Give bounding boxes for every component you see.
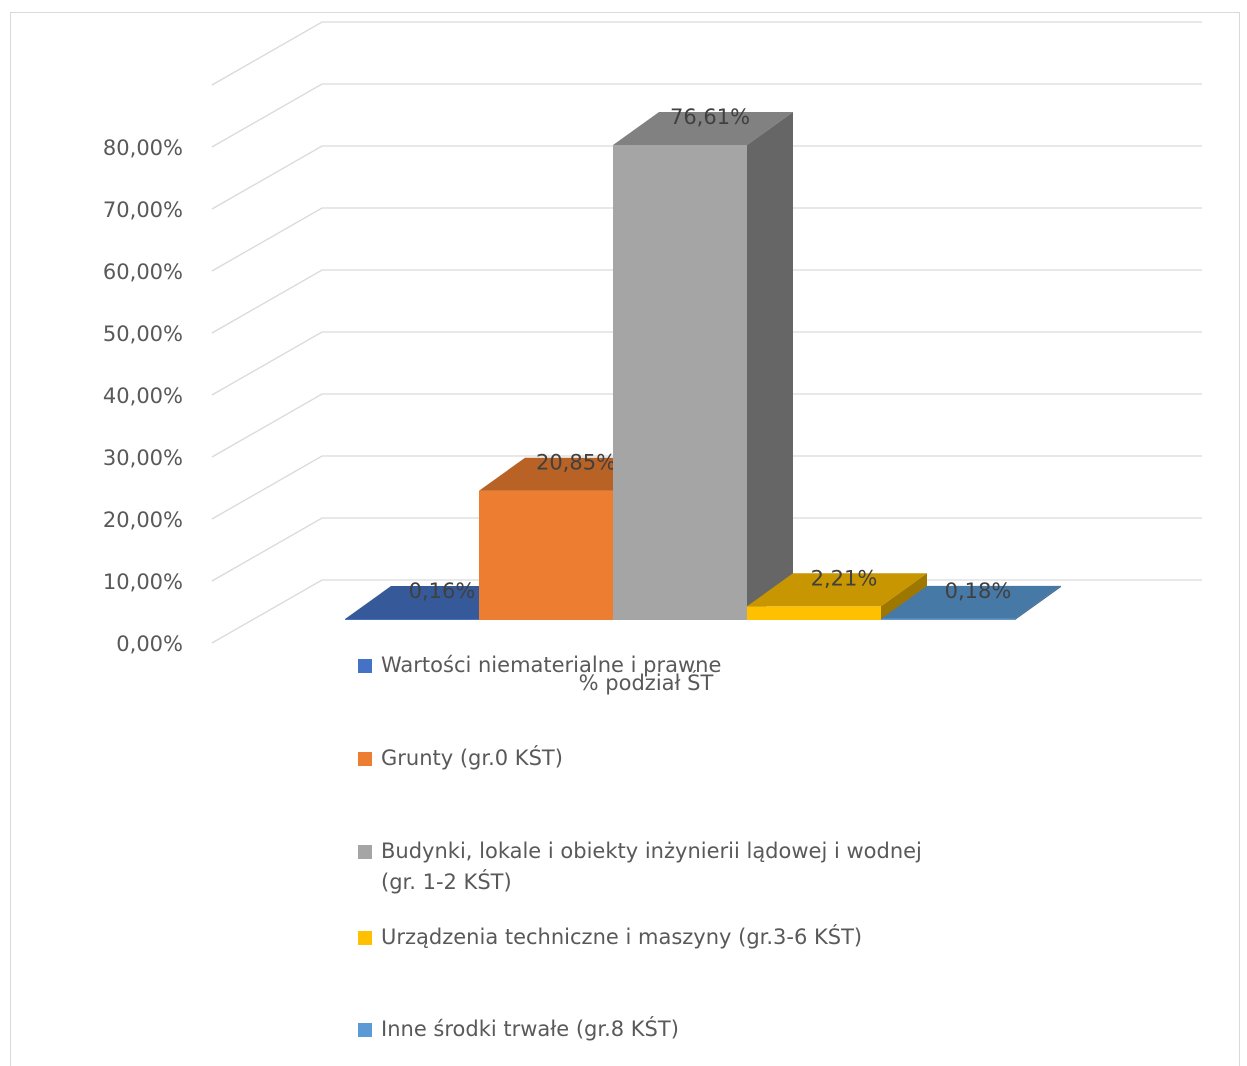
legend-swatch — [358, 659, 372, 673]
gridline — [211, 455, 1202, 520]
bar — [613, 145, 747, 620]
legend-swatch — [358, 931, 372, 945]
legend-swatch — [358, 845, 372, 859]
bar-group — [881, 585, 1061, 620]
bar-side — [1015, 585, 1061, 620]
chart-frame — [10, 12, 1240, 1066]
gridline — [211, 145, 1202, 210]
bar — [747, 606, 881, 620]
y-tick-label: 70,00% — [103, 198, 183, 222]
legend-swatch — [358, 1023, 372, 1037]
legend-item: Wartości niematerialne i prawne — [358, 650, 941, 681]
legend-item: Grunty (gr.0 KŚT) — [358, 743, 941, 774]
legend-item: Urządzenia techniczne i maszyny (gr.3-6 … — [358, 922, 941, 953]
y-tick-label: 40,00% — [103, 384, 183, 408]
legend-label: Inne środki trwałe (gr.8 KŚT) — [381, 1017, 679, 1041]
bar-top — [613, 112, 793, 146]
bar-top — [747, 573, 927, 607]
data-label: 76,61% — [670, 105, 750, 129]
y-tick-label: 80,00% — [103, 136, 183, 160]
legend-label: Budynki, lokale i obiekty inżynierii ląd… — [381, 839, 922, 894]
y-tick-label: 50,00% — [103, 322, 183, 346]
gridline — [211, 83, 1202, 148]
bar — [345, 619, 479, 620]
data-label: 0,18% — [945, 579, 1012, 603]
bar-top — [881, 585, 1061, 619]
bar-side — [747, 112, 793, 620]
bar-group — [747, 573, 927, 620]
bar-group — [613, 112, 793, 620]
y-tick-label: 20,00% — [103, 508, 183, 532]
y-tick-label: 60,00% — [103, 260, 183, 284]
gridline — [211, 207, 1202, 272]
legend-item: Budynki, lokale i obiekty inżynierii ląd… — [358, 836, 941, 898]
y-tick-label: 30,00% — [103, 446, 183, 470]
legend-label: Grunty (gr.0 KŚT) — [381, 746, 563, 770]
gridline — [211, 21, 1202, 86]
bar-side — [881, 573, 927, 620]
y-tick-label: 10,00% — [103, 570, 183, 594]
legend-swatch — [358, 752, 372, 766]
legend-label: Urządzenia techniczne i maszyny (gr.3-6 … — [381, 925, 863, 949]
data-label: 20,85% — [536, 451, 616, 475]
bar — [881, 618, 1015, 620]
gridline — [211, 269, 1202, 334]
data-label: 0,16% — [409, 579, 476, 603]
legend-item: Inne środki trwałe (gr.8 KŚT) — [358, 1014, 941, 1045]
gridline — [211, 517, 1202, 582]
gridline — [211, 331, 1202, 396]
gridline — [211, 393, 1202, 458]
x-axis-label: % podział ŚT — [579, 670, 714, 695]
bar — [479, 490, 613, 620]
legend-label: Wartości niematerialne i prawne — [381, 653, 722, 677]
y-tick-label: 0,00% — [116, 632, 183, 656]
data-label: 2,21% — [811, 566, 878, 590]
